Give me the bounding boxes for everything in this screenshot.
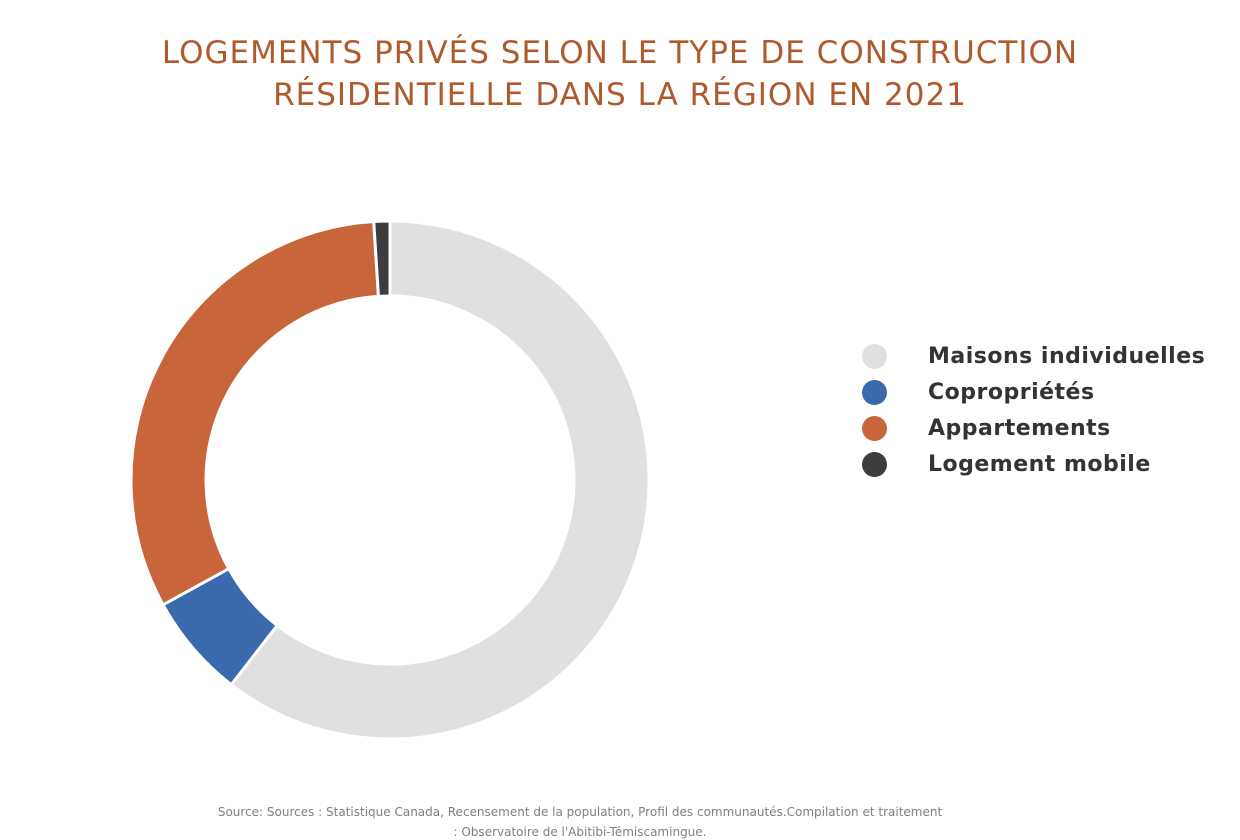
chart-title: LOGEMENTS PRIVÉS SELON LE TYPE DE CONSTR… — [0, 32, 1240, 116]
legend-label: Copropriétés — [928, 379, 1095, 405]
chart-title-line-1: LOGEMENTS PRIVÉS SELON LE TYPE DE CONSTR… — [161, 35, 1079, 71]
legend-swatch-icon — [862, 415, 887, 441]
chart-title-line-2: RÉSIDENTIELLE DANS LA RÉGION EN 2021 — [273, 77, 967, 113]
legend-swatch-icon — [862, 343, 887, 369]
legend-swatch-icon — [862, 379, 887, 405]
legend-item: Appartements — [862, 410, 1232, 446]
legend-swatch-icon — [862, 451, 887, 477]
legend-label: Maisons individuelles — [928, 343, 1206, 369]
donut-chart — [129, 219, 651, 741]
legend-label: Logement mobile — [928, 451, 1151, 477]
legend-item: Logement mobile — [862, 446, 1232, 482]
donut-slice-appartements — [129, 219, 381, 607]
source-line-1: Source: Sources : Statistique Canada, Re… — [217, 805, 943, 819]
source-line-2: : Observatoire de l'Abitibi-Témiscamingu… — [453, 825, 707, 839]
donut-slice-logement-mobile — [372, 219, 392, 298]
legend-label: Appartements — [928, 415, 1111, 441]
chart-source: Source: Sources : Statistique Canada, Re… — [0, 802, 1160, 840]
donut-slice-maisons-individuelles — [229, 219, 651, 741]
legend-item: Copropriétés — [862, 374, 1232, 410]
chart-legend: Maisons individuelles Copropriétés Apparte… — [862, 338, 1232, 482]
legend-item: Maisons individuelles — [862, 338, 1232, 374]
